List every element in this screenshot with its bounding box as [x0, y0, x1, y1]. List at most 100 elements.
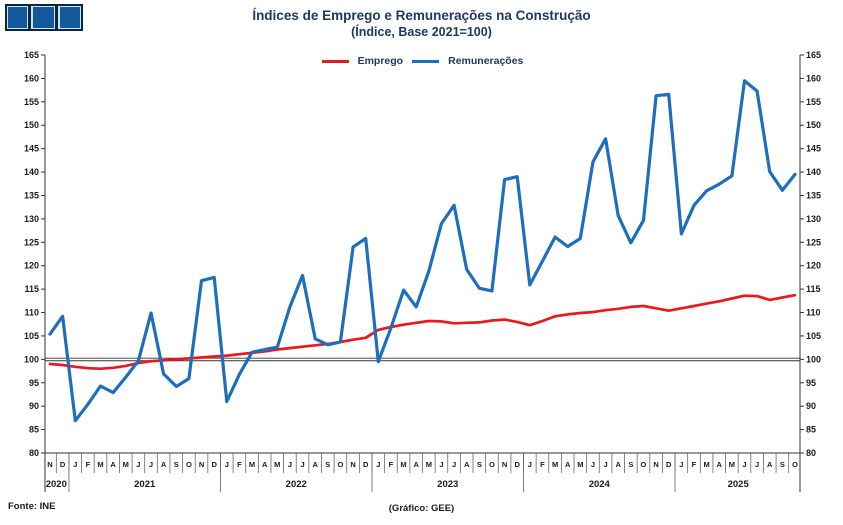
legend-label-remuneracoes: Remunerações: [448, 55, 524, 67]
y-axis-label-left: 130: [24, 214, 39, 224]
credit-note: (Gráfico: GEE): [388, 503, 455, 514]
y-axis-label-right: 160: [806, 73, 821, 83]
y-axis-label-right: 90: [806, 401, 816, 411]
y-axis-label-right: 110: [806, 308, 821, 318]
series-line-remuneracoes: [48, 79, 797, 423]
year-label: 2021: [134, 479, 156, 490]
year-label: 2024: [589, 479, 611, 490]
month-tick-label: N: [502, 460, 507, 469]
month-tick-label: O: [792, 460, 798, 469]
y-axis-label-left: 80: [29, 448, 39, 458]
y-axis-label-left: 145: [24, 144, 39, 154]
y-axis-label-right: 135: [806, 190, 821, 200]
logo-square-3: [57, 6, 81, 29]
gee-logo: [5, 4, 83, 31]
month-tick-label: A: [161, 460, 167, 469]
legend-swatch-emprego: [321, 59, 349, 63]
month-tick-label: M: [97, 460, 103, 469]
month-tick-label: O: [489, 460, 495, 469]
month-tick-label: J: [742, 460, 746, 469]
month-tick-label: J: [528, 460, 532, 469]
month-tick-label: M: [400, 460, 406, 469]
month-tick-label: D: [60, 460, 66, 469]
month-tick-label: J: [288, 460, 292, 469]
y-axis-label-right: 85: [806, 425, 816, 435]
y-axis-label-left: 135: [24, 190, 39, 200]
month-tick-label: S: [325, 460, 330, 469]
y-axis-label-left: 115: [24, 284, 39, 294]
y-axis-label-left: 155: [24, 97, 39, 107]
month-tick-label: J: [300, 460, 304, 469]
month-tick-label: F: [692, 460, 697, 469]
month-tick-label: J: [439, 460, 443, 469]
month-tick-label: A: [312, 460, 318, 469]
y-axis-label-right: 80: [806, 448, 816, 458]
month-tick-label: O: [641, 460, 647, 469]
year-label: 2025: [728, 479, 750, 490]
month-tick-label: A: [767, 460, 773, 469]
y-axis-label-left: 125: [24, 237, 39, 247]
month-tick-label: J: [755, 460, 759, 469]
y-axis-label-left: 100: [24, 354, 39, 364]
month-tick-label: S: [477, 460, 482, 469]
y-axis-label-right: 120: [806, 261, 821, 271]
month-tick-label: J: [679, 460, 683, 469]
y-axis-label-right: 125: [806, 237, 821, 247]
logo-square-1: [7, 6, 29, 29]
y-axis-label-right: 155: [806, 97, 821, 107]
month-tick-label: J: [376, 460, 380, 469]
month-tick-label: F: [389, 460, 394, 469]
y-axis-label-right: 95: [806, 378, 816, 388]
y-axis-label-left: 160: [24, 73, 39, 83]
month-tick-label: J: [73, 460, 77, 469]
source-note: Fonte: INE: [8, 501, 56, 512]
y-axis-label-right: 150: [806, 120, 821, 130]
year-label: 2020: [46, 479, 67, 490]
y-axis-label-left: 110: [24, 308, 39, 318]
y-axis-label-right: 105: [806, 331, 821, 341]
month-tick-label: D: [211, 460, 217, 469]
month-tick-label: N: [350, 460, 355, 469]
month-tick-label: D: [363, 460, 369, 469]
month-tick-label: J: [136, 460, 140, 469]
month-tick-label: J: [604, 460, 608, 469]
month-tick-label: S: [780, 460, 785, 469]
month-tick-label: A: [262, 460, 268, 469]
legend: Emprego Remunerações: [45, 55, 800, 67]
legend-swatch-remuneracoes: [412, 59, 440, 63]
month-tick-label: A: [464, 460, 470, 469]
month-tick-label: A: [413, 460, 419, 469]
month-tick-label: J: [225, 460, 229, 469]
chart-title: Índices de Emprego e Remunerações na Con…: [252, 8, 591, 23]
series-line-emprego: [48, 293, 797, 371]
y-axis-label-right: 165: [806, 50, 821, 60]
month-tick-label: N: [199, 460, 204, 469]
month-tick-label: A: [717, 460, 723, 469]
month-tick-label: M: [274, 460, 280, 469]
month-tick-label: M: [577, 460, 583, 469]
month-tick-label: M: [729, 460, 735, 469]
month-tick-label: S: [174, 460, 179, 469]
y-axis-label-right: 140: [806, 167, 821, 177]
month-tick-label: A: [110, 460, 116, 469]
y-axis-label-left: 85: [29, 425, 39, 435]
month-tick-label: O: [338, 460, 344, 469]
year-label: 2022: [286, 479, 307, 490]
month-tick-label: O: [186, 460, 192, 469]
month-tick-label: M: [703, 460, 709, 469]
y-axis-label-right: 145: [806, 144, 821, 154]
y-axis-label-left: 165: [24, 50, 39, 60]
y-axis-label-left: 150: [24, 120, 39, 130]
month-tick-label: F: [86, 460, 91, 469]
month-tick-label: D: [514, 460, 520, 469]
month-tick-label: F: [237, 460, 242, 469]
month-tick-label: J: [591, 460, 595, 469]
y-axis-label-left: 140: [24, 167, 39, 177]
month-tick-label: F: [540, 460, 545, 469]
chart-subtitle: (Índice, Base 2021=100): [351, 25, 492, 39]
y-axis-label-right: 100: [806, 354, 821, 364]
y-axis-label-left: 90: [29, 401, 39, 411]
month-tick-label: J: [149, 460, 153, 469]
